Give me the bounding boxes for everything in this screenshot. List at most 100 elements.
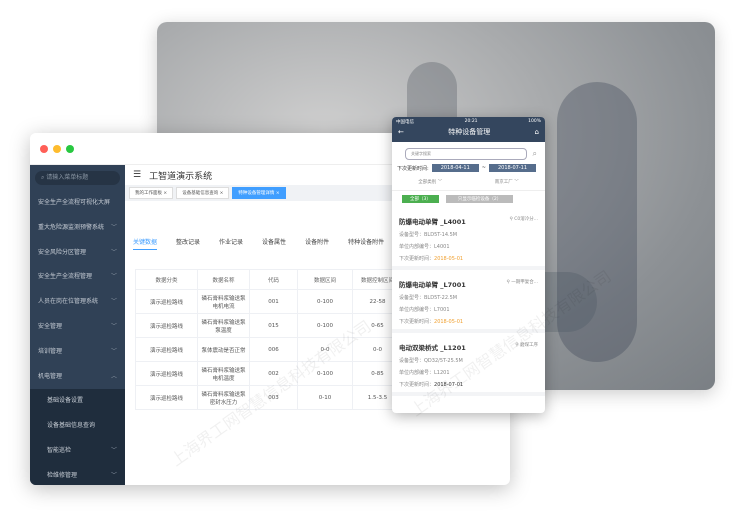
sidebar-item[interactable]: 检维修管理 ﹀ <box>30 463 125 485</box>
column-header: 数据名称 <box>197 269 250 290</box>
table-cell: 演示巡检路线 <box>135 289 198 314</box>
overdue-only-button[interactable]: 只显示临检设备（2） <box>445 195 514 203</box>
tag-0[interactable]: 我的工作面板 × <box>129 187 174 199</box>
location-pin-icon: ⚲ <box>509 217 515 222</box>
chevron-icon: ︿ <box>110 372 117 380</box>
date-from[interactable]: 2018-04-11 <box>431 164 479 172</box>
table-cell: 演示巡检路线 <box>135 385 198 410</box>
location-text: C0溶冷分... <box>514 217 538 222</box>
next-label: 下次更新时间： <box>399 319 435 325</box>
table-cell: 演示巡检路线 <box>135 313 198 338</box>
next-label: 下次更新时间： <box>399 382 435 388</box>
tab-0[interactable]: 关键数据 <box>133 237 158 250</box>
table-cell: 003 <box>249 385 298 410</box>
close-button[interactable] <box>40 145 48 153</box>
chevron-icon: ﹀ <box>110 446 117 454</box>
sidebar-item[interactable]: 安全生产全流程可视化大屏 <box>30 191 125 216</box>
table-cell: 006 <box>249 337 298 362</box>
device-name: 电动双梁桥式 _L1201 <box>399 344 466 352</box>
category-filter[interactable]: 全部类别 ﹀ <box>418 180 443 185</box>
all-button[interactable]: 全部（3） <box>402 195 439 203</box>
card-title: 防爆电动单臂 _L4001 ⚲ C0溶冷分... <box>399 216 538 226</box>
sidebar-item-label: 检维修管理 <box>47 471 78 479</box>
location: ⚲ 一期甲复合... <box>506 279 538 289</box>
table-cell: 015 <box>249 313 298 338</box>
tab-1[interactable]: 整改记录 <box>176 239 201 246</box>
device-card[interactable]: 防爆电动单臂 _L7001 ⚲ 一期甲复合... 设备型号：BLD5T-22.5M 单… <box>392 270 545 333</box>
next-label: 下次更新时间： <box>399 256 435 262</box>
phone-title: 特种设备管理 <box>448 128 491 136</box>
device-model: 设备型号：QD32/5T-25.5M <box>399 358 463 364</box>
device-model: 设备型号：BLD5T-14.5M <box>399 232 458 238</box>
device-name: 防爆电动单臂 _L4001 <box>399 218 466 226</box>
tag-2[interactable]: 特种设备管理详情 × <box>232 187 286 199</box>
sidebar-item-label: 人员在岗在位管理系统 <box>38 298 99 306</box>
sidebar-item[interactable]: 机电管理 ︿ <box>30 365 125 390</box>
device-name: 防爆电动单臂 _L7001 <box>399 281 466 289</box>
tab-4[interactable]: 设备附件 <box>305 239 330 246</box>
chevron-icon: ﹀ <box>110 298 117 306</box>
sidebar-item[interactable]: 安全管理 ﹀ <box>30 315 125 340</box>
sidebar: ⌕ 请输入菜单标题 安全生产全流程可视化大屏 重大危险源监测预警系统 ﹀ 安全风险分区… <box>30 165 125 485</box>
sidebar-item-label: 培训管理 <box>38 347 63 355</box>
sidebar-subitem[interactable]: 设备基础信息查询 <box>30 414 125 439</box>
table-cell: 磷石膏料浆输送泵电机电流 <box>197 289 250 314</box>
table-row: 演示巡检路线 磷石膏料浆输送泵泵温度 015 0-100 0-65 <box>135 313 403 338</box>
sidebar-item-label: 安全生产全流程可视化大屏 <box>38 199 111 206</box>
sidebar-item[interactable]: 重大危险源监测预警系统 ﹀ <box>30 216 125 241</box>
battery: 100% <box>528 119 541 124</box>
sidebar-item[interactable]: 培训管理 ﹀ <box>30 340 125 365</box>
close-icon[interactable]: × <box>162 191 168 196</box>
location-text: 磨煤工序 <box>520 343 538 348</box>
main-content: ☰ 工智道演示系统 我的工作面板 × 设备基础信息查询 × 特种设备管理详情 × 关键… <box>125 165 510 485</box>
device-card[interactable]: 电动双梁桥式 _L1201 ⚲ 磨煤工序设备型号：QD32/5T-25.5M 单位内… <box>392 333 545 396</box>
back-icon[interactable]: ← <box>398 128 404 136</box>
next-date: 2018-07-01 <box>434 382 464 388</box>
maximize-button[interactable] <box>66 145 74 153</box>
sidebar-item-label: 机电管理 <box>38 372 63 380</box>
search-icon[interactable]: ⌕ <box>532 149 537 158</box>
tab-3[interactable]: 设备属性 <box>262 239 287 246</box>
device-code: 单位内部编号：L1201 <box>399 370 450 376</box>
sidebar-item[interactable]: 安全生产全流程管理 ﹀ <box>30 265 125 290</box>
card-title: 防爆电动单臂 _L7001 ⚲ 一期甲复合... <box>399 279 538 289</box>
location-pin-icon: ⚲ <box>506 280 512 285</box>
tag-label: 设备基础信息查询 <box>182 191 219 196</box>
data-table: 数据分类 数据名称 代码 数据区间 数据控制区间 演示巡检路线 磷石膏料浆输送泵电机电流 00… <box>135 269 403 410</box>
minimize-button[interactable] <box>53 145 61 153</box>
sidebar-item-label: 安全风险分区管理 <box>38 248 87 256</box>
date-to[interactable]: 2018-07-11 <box>488 164 537 172</box>
sidebar-subitem[interactable]: 基础设备设置 <box>30 389 125 415</box>
table-cell: 0-10 <box>297 385 353 410</box>
hamburger-icon[interactable]: ☰ <box>133 170 142 180</box>
next-date: 2018-05-01 <box>434 256 464 262</box>
location-pin-icon: ⚲ <box>515 343 520 348</box>
search-placeholder: 请输入菜单标题 <box>46 174 89 181</box>
home-icon[interactable]: ⌂ <box>534 128 539 136</box>
table-cell: 0-100 <box>297 361 353 386</box>
tab-5[interactable]: 特种设备附件 <box>348 239 385 246</box>
card-title: 电动双梁桥式 _L1201 ⚲ 磨煤工序 <box>399 342 538 352</box>
device-code: 单位内部编号：L4001 <box>399 244 450 250</box>
menu-search-input[interactable]: ⌕ 请输入菜单标题 <box>35 171 120 185</box>
factory-filter[interactable]: 南京工厂 ﹀ <box>494 180 519 185</box>
sidebar-item-label: 智能巡检 <box>47 446 72 454</box>
close-icon[interactable]: × <box>274 191 280 196</box>
sidebar-item-label: 安全生产全流程管理 <box>38 273 93 281</box>
tag-1[interactable]: 设备基础信息查询 × <box>176 187 230 199</box>
chevron-icon: ﹀ <box>110 347 117 355</box>
close-icon[interactable]: × <box>218 191 224 196</box>
table-row: 演示巡检路线 泵体震动是否正常 006 0-0 0-0 <box>135 337 403 362</box>
keyword-search-input[interactable]: 关键字搜索 <box>405 148 527 160</box>
next-update: 下次更新时间：2018-05-01 <box>399 255 538 262</box>
sidebar-item[interactable]: 人员在岗在位管理系统 ﹀ <box>30 290 125 315</box>
page-title: 工智道演示系统 <box>149 171 213 182</box>
sidebar-item[interactable]: 智能巡检 ﹀ <box>30 438 125 464</box>
table-cell: 磷石膏料浆输送泵电机温度 <box>197 361 250 386</box>
location: ⚲ C0溶冷分... <box>509 216 538 226</box>
sidebar-item[interactable]: 安全风险分区管理 ﹀ <box>30 241 125 266</box>
location: ⚲ 磨煤工序 <box>515 342 538 352</box>
table-cell: 磷石膏料浆输送泵泵温度 <box>197 313 250 338</box>
tab-2[interactable]: 作业记录 <box>219 239 244 246</box>
device-card[interactable]: 防爆电动单臂 _L4001 ⚲ C0溶冷分... 设备型号：BLD5T-14.5M 单… <box>392 207 545 270</box>
